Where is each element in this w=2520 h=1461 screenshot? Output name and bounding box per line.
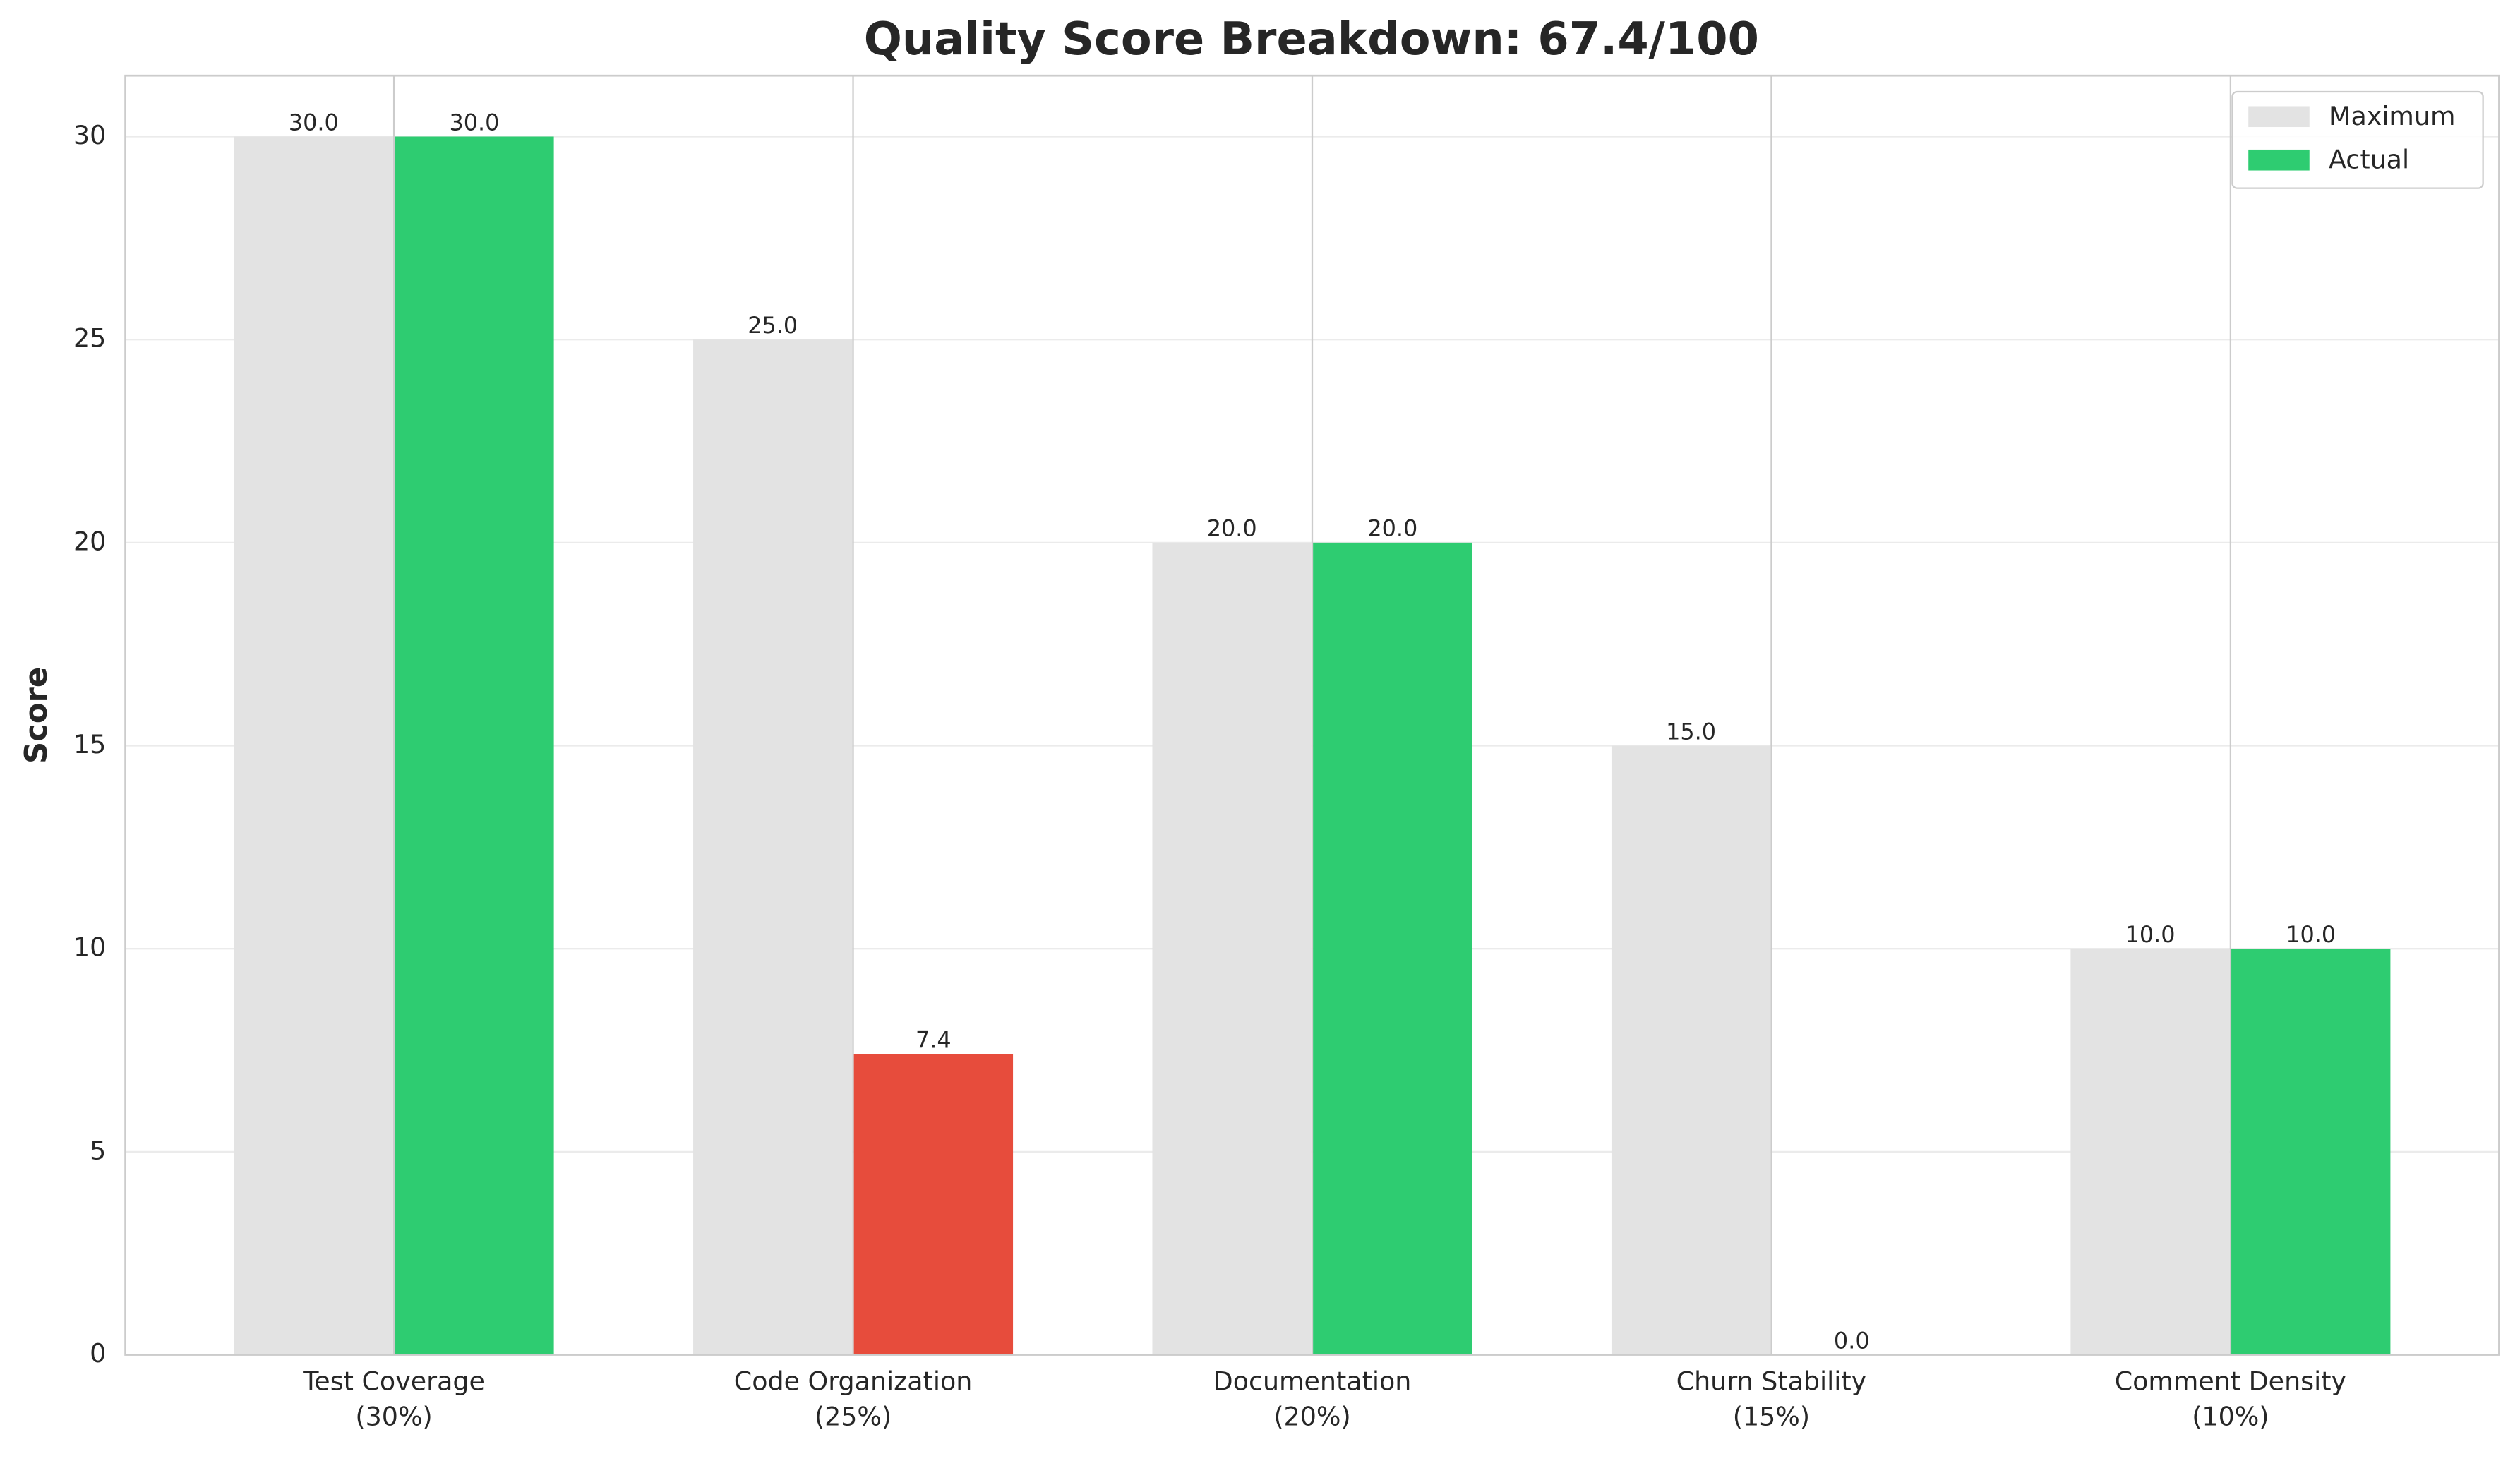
legend-label: Maximum [2329,101,2455,131]
x-tick-label: Churn Stability (15%) [1676,1366,1867,1432]
bar [2070,949,2230,1355]
y-axis-label: Score [19,667,54,764]
x-tick-label: Test Coverage (30%) [302,1366,485,1432]
y-tick-label: 10 [73,932,106,963]
value-label: 25.0 [748,312,798,339]
legend-swatch [2248,149,2310,171]
value-label: 20.0 [1207,515,1257,542]
y-tick-label: 30 [73,120,106,150]
x-tick-label: Documentation (20%) [1213,1366,1412,1432]
y-tick-label: 0 [90,1338,106,1369]
plot-frame [124,74,2500,1356]
bar [693,339,853,1355]
x-tick-label: Code Organization (25%) [734,1366,973,1432]
value-label: 10.0 [2125,921,2176,948]
y-tick-label: 25 [73,323,106,354]
bar [395,136,554,1355]
value-label: 10.0 [2286,921,2336,948]
value-label: 15.0 [1666,718,1716,745]
chart-title: Quality Score Breakdown: 67.4/100 [864,13,1759,66]
bar [2231,949,2391,1355]
y-tick-label: 15 [73,729,106,759]
bar [1611,745,1771,1355]
y-tick-label: 5 [90,1135,106,1165]
bar [234,136,393,1355]
bar [1152,542,1312,1355]
bar [1313,542,1472,1355]
value-label: 30.0 [449,109,499,136]
value-label: 30.0 [289,109,339,136]
legend-swatch [2248,106,2310,128]
x-tick-label: Comment Density (10%) [2115,1366,2346,1432]
value-label: 7.4 [916,1027,952,1054]
value-label: 20.0 [1367,515,1417,542]
y-tick-label: 20 [73,526,106,556]
value-label: 0.0 [1834,1327,1870,1354]
legend-label: Actual [2329,144,2409,174]
bar [853,1054,1014,1355]
